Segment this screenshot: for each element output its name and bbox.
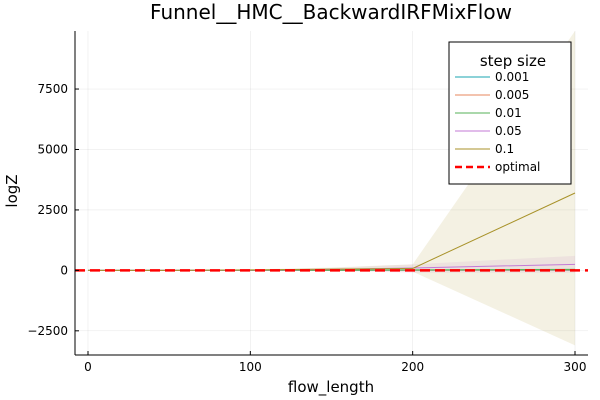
y-axis-ticks: −2500 0 2500 5000 7500 (27, 82, 79, 338)
band-0.05 (87, 255, 576, 273)
y-tick-label: 5000 (37, 142, 68, 156)
legend-items: 0.001 0.005 0.01 0.05 0.1 optimal (455, 70, 540, 174)
legend-label-0.01: 0.01 (495, 106, 522, 120)
legend: step size 0.001 0.005 0.01 0.05 0.1 optimal (448, 41, 572, 185)
legend-title: step size (480, 52, 546, 70)
legend-label-0.1: 0.1 (495, 142, 514, 156)
legend-label-0.05: 0.05 (495, 124, 522, 138)
x-axis-ticks: 0 100 200 300 (84, 351, 586, 374)
axis-frame (74, 31, 588, 356)
x-tick-label: 0 (84, 360, 92, 374)
legend-label-0.001: 0.001 (495, 70, 529, 84)
x-tick-label: 300 (564, 360, 587, 374)
y-tick-label: −2500 (27, 324, 68, 338)
y-tick-label: 7500 (37, 82, 68, 96)
x-tick-label: 200 (401, 360, 424, 374)
x-tick-label: 100 (239, 360, 262, 374)
legend-label-optimal: optimal (495, 160, 540, 174)
x-axis-label: flow_length (288, 378, 374, 397)
y-tick-label: 0 (60, 263, 68, 277)
chart-title: Funnel__HMC__BackwardIRFMixFlow (150, 0, 512, 24)
legend-label-0.005: 0.005 (495, 88, 529, 102)
y-axis-label: logZ (3, 174, 21, 207)
y-tick-label: 2500 (37, 203, 68, 217)
